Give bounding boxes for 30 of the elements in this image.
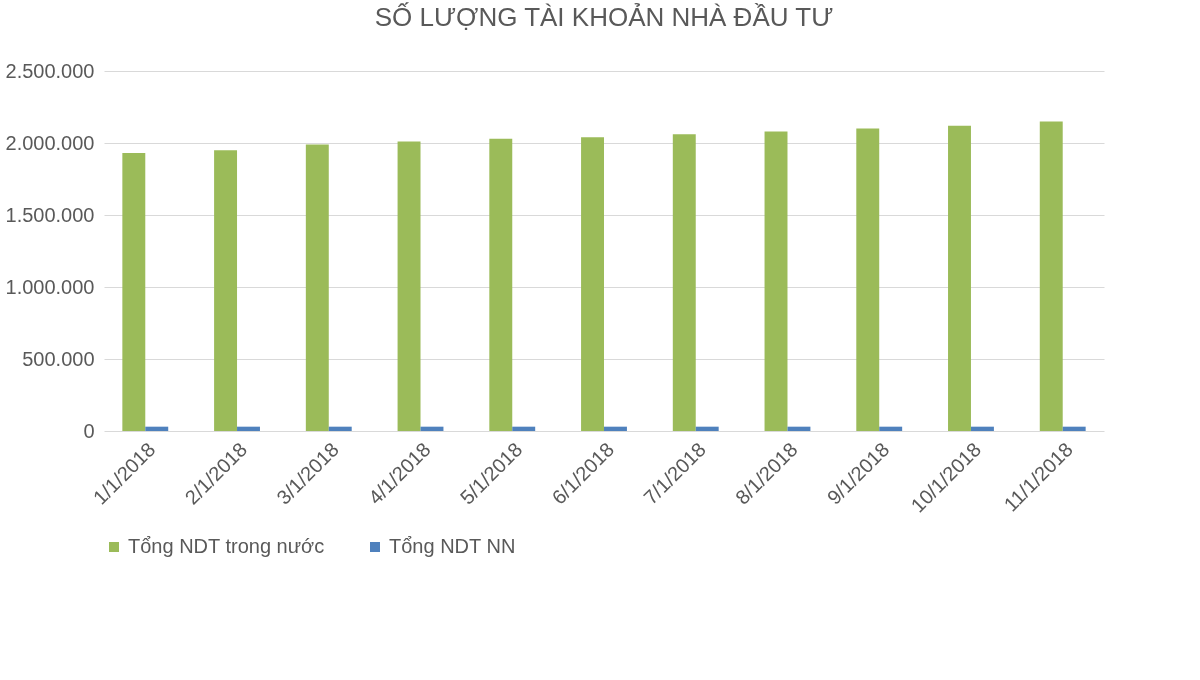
bar — [856, 128, 880, 431]
bar — [145, 426, 169, 431]
bar — [970, 426, 994, 431]
bar — [214, 150, 238, 431]
bar — [122, 153, 146, 431]
bar — [787, 426, 811, 431]
bar — [397, 141, 421, 431]
bar — [328, 426, 352, 431]
bar — [948, 125, 971, 431]
y-tick-label: 2.500.000 — [5, 59, 95, 82]
bar — [1062, 426, 1086, 431]
bar — [695, 426, 719, 431]
y-tick-label: 0 — [83, 419, 95, 442]
bar — [1039, 121, 1063, 431]
bar — [604, 426, 627, 431]
bar — [512, 426, 536, 431]
bar — [879, 426, 903, 431]
bar — [764, 131, 788, 431]
bar — [489, 138, 513, 431]
y-tick-label: 1.000.000 — [5, 275, 95, 298]
legend-label: Tổng NDT trong nước — [128, 535, 325, 557]
bar — [581, 137, 604, 431]
legend-label: Tổng NDT NN — [389, 535, 516, 557]
y-tick-label: 500.000 — [22, 347, 95, 370]
chart-title: SỐ LƯỢNG TÀI KHOẢN NHÀ ĐẦU TƯ — [374, 2, 834, 32]
bar — [672, 134, 696, 431]
bar — [237, 426, 260, 431]
bar — [305, 144, 329, 431]
y-tick-label: 1.500.000 — [5, 203, 95, 226]
y-tick-label: 2.000.000 — [5, 131, 95, 154]
